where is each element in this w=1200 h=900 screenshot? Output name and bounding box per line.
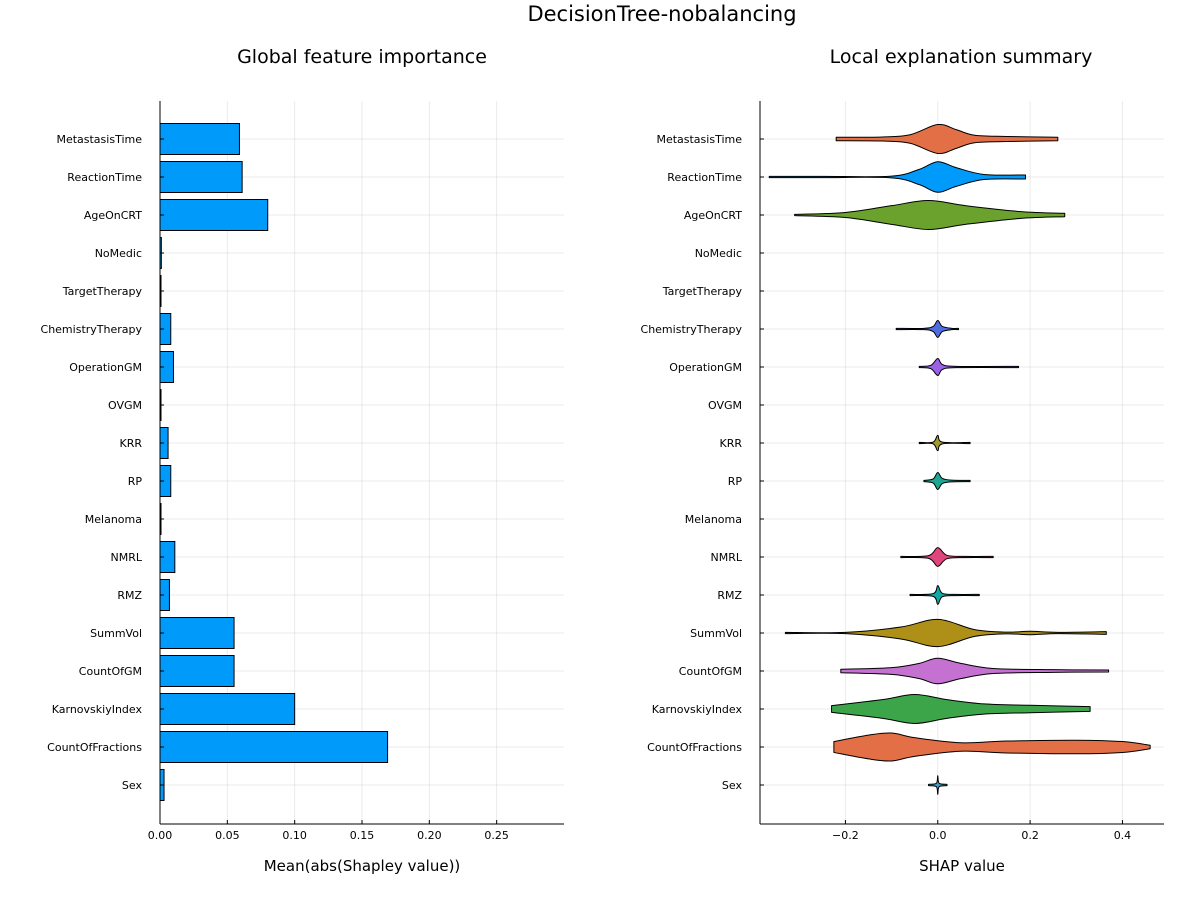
category-label-SummVol: SummVol xyxy=(690,627,742,640)
category-label-ReactionTime: ReactionTime xyxy=(67,171,142,184)
violin-ReactionTime xyxy=(768,161,1026,193)
bar-MetastasisTime xyxy=(159,123,240,155)
category-label-NoMedic: NoMedic xyxy=(695,247,742,260)
bar-SummVol xyxy=(159,617,235,649)
category-label-TargetTherapy: TargetTherapy xyxy=(662,285,743,298)
violin-RMZ xyxy=(909,585,980,605)
violin-chart-title: Local explanation summary xyxy=(830,46,1093,68)
violin-RP xyxy=(923,472,971,490)
category-label-TargetTherapy: TargetTherapy xyxy=(62,285,143,298)
bar-CountOfFractions xyxy=(159,731,389,763)
x-tick-label: 0.20 xyxy=(417,829,442,842)
category-label-Sex: Sex xyxy=(722,779,743,792)
violin-chart-category-labels: MetastasisTime ReactionTime AgeOnCRT NoMedi… xyxy=(641,133,764,792)
category-label-OVGM: OVGM xyxy=(108,399,142,412)
bar-ReactionTime xyxy=(159,161,243,193)
category-label-MetastasisTime: MetastasisTime xyxy=(56,133,142,146)
violin-SummVol xyxy=(784,618,1107,648)
violin-KRR xyxy=(918,434,971,452)
bar-chart-bars xyxy=(159,123,389,801)
bar-chart-x-label: Mean(abs(Shapley value)) xyxy=(264,857,461,875)
category-label-CountOfGM: CountOfGM xyxy=(79,665,142,678)
bar-CountOfGM xyxy=(159,655,235,687)
bar-chart-category-labels: MetastasisTime ReactionTime AgeOnCRT NoMedi… xyxy=(41,133,164,792)
x-tick-label: 0.25 xyxy=(484,829,509,842)
x-tick-label: 0.2 xyxy=(1021,829,1039,842)
category-label-ReactionTime: ReactionTime xyxy=(667,171,742,184)
category-label-CountOfFractions: CountOfFractions xyxy=(647,741,742,754)
category-label-OperationGM: OperationGM xyxy=(669,361,742,374)
category-label-ChemistryTherapy: ChemistryTherapy xyxy=(641,323,743,336)
category-label-RP: RP xyxy=(728,475,743,488)
category-label-Sex: Sex xyxy=(122,779,143,792)
bar-KarnovskiyIndex xyxy=(159,693,296,725)
bar-chart-grid xyxy=(159,101,564,824)
category-label-KRR: KRR xyxy=(720,437,743,450)
violin-CountOfGM xyxy=(840,657,1110,685)
category-label-AgeOnCRT: AgeOnCRT xyxy=(684,209,742,222)
x-tick-label: 0.4 xyxy=(1114,829,1132,842)
category-label-NoMedic: NoMedic xyxy=(95,247,142,260)
category-label-CountOfFractions: CountOfFractions xyxy=(47,741,142,754)
x-tick-label: −0.2 xyxy=(832,829,859,842)
x-tick-label: 0.00 xyxy=(148,829,173,842)
bar-chart-title: Global feature importance xyxy=(237,46,487,68)
category-label-RP: RP xyxy=(128,475,143,488)
violin-OperationGM xyxy=(918,358,1020,376)
violin-Sex xyxy=(928,775,948,795)
category-label-OperationGM: OperationGM xyxy=(69,361,142,374)
category-label-RMZ: RMZ xyxy=(117,589,142,602)
category-label-SummVol: SummVol xyxy=(90,627,142,640)
category-label-NMRL: NMRL xyxy=(711,551,743,564)
category-label-KarnovskiyIndex: KarnovskiyIndex xyxy=(52,703,143,716)
x-tick-label: 0.15 xyxy=(350,829,375,842)
category-label-AgeOnCRT: AgeOnCRT xyxy=(84,209,142,222)
violin-chart-x-ticks: −0.2 0.0 0.2 0.4 xyxy=(832,820,1131,842)
figure-title: DecisionTree-nobalancing xyxy=(527,2,796,26)
violin-ChemistryTherapy xyxy=(895,320,960,338)
x-tick-label: 0.05 xyxy=(215,829,240,842)
violin-chart-x-label: SHAP value xyxy=(919,857,1005,875)
category-label-MetastasisTime: MetastasisTime xyxy=(656,133,742,146)
violin-chart-violins xyxy=(768,123,1151,795)
x-tick-label: 0.0 xyxy=(929,829,947,842)
category-label-Melanoma: Melanoma xyxy=(685,513,742,526)
violin-NMRL xyxy=(900,547,994,567)
category-label-CountOfGM: CountOfGM xyxy=(679,665,742,678)
category-label-RMZ: RMZ xyxy=(717,589,742,602)
category-label-OVGM: OVGM xyxy=(708,399,742,412)
bar-chart-panel: Global feature importance MetastasisTime… xyxy=(41,46,564,875)
category-label-ChemistryTherapy: ChemistryTherapy xyxy=(41,323,143,336)
violin-AgeOnCRT xyxy=(794,200,1066,230)
x-tick-label: 0.10 xyxy=(282,829,307,842)
bar-chart-x-ticks: 0.00 0.05 0.10 0.15 0.20 0.25 xyxy=(148,820,509,842)
violin-chart-panel: Local explanation summary MetastasisTime… xyxy=(641,46,1164,875)
category-label-KarnovskiyIndex: KarnovskiyIndex xyxy=(652,703,743,716)
violin-CountOfFractions xyxy=(833,732,1151,762)
category-label-NMRL: NMRL xyxy=(111,551,143,564)
category-label-KRR: KRR xyxy=(120,437,143,450)
category-label-Melanoma: Melanoma xyxy=(85,513,142,526)
violin-MetastasisTime xyxy=(835,123,1059,155)
violin-KarnovskiyIndex xyxy=(831,694,1091,724)
bar-AgeOnCRT xyxy=(159,199,269,231)
